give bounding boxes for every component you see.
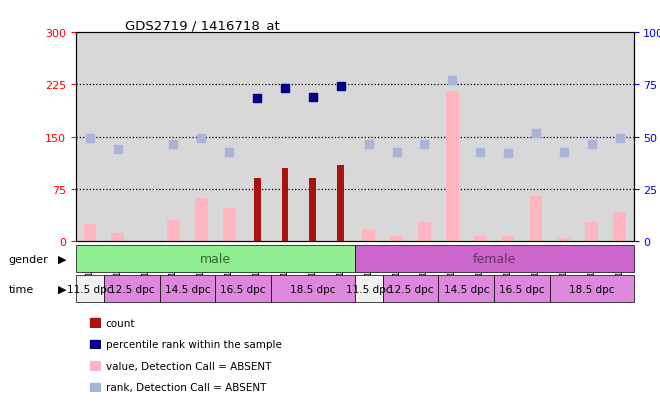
Point bbox=[280, 85, 290, 92]
Point bbox=[531, 131, 541, 137]
Point bbox=[391, 150, 402, 156]
Point bbox=[614, 135, 625, 142]
Bar bbox=[355, 246, 634, 273]
Bar bbox=[383, 275, 438, 302]
Bar bbox=[530, 197, 543, 242]
Bar bbox=[418, 222, 431, 242]
Text: 14.5 dpc: 14.5 dpc bbox=[165, 284, 210, 294]
Bar bbox=[585, 222, 598, 242]
Bar bbox=[474, 236, 486, 242]
Text: percentile rank within the sample: percentile rank within the sample bbox=[106, 339, 281, 349]
Text: 18.5 dpc: 18.5 dpc bbox=[569, 284, 614, 294]
Bar bbox=[90, 319, 100, 327]
Bar bbox=[606, 33, 634, 242]
Bar bbox=[90, 340, 100, 349]
Point bbox=[168, 141, 179, 147]
Text: rank, Detection Call = ABSENT: rank, Detection Call = ABSENT bbox=[106, 382, 266, 392]
Text: 11.5 dpc: 11.5 dpc bbox=[346, 284, 391, 294]
Point bbox=[558, 150, 569, 156]
Point bbox=[335, 84, 346, 90]
Point bbox=[84, 135, 95, 142]
Bar bbox=[578, 33, 606, 242]
Bar bbox=[271, 33, 299, 242]
Point bbox=[308, 95, 318, 101]
Bar bbox=[76, 275, 104, 302]
Bar bbox=[337, 165, 345, 242]
Bar bbox=[253, 179, 261, 242]
Text: value, Detection Call = ABSENT: value, Detection Call = ABSENT bbox=[106, 361, 271, 371]
Bar bbox=[494, 275, 550, 302]
Text: count: count bbox=[106, 318, 135, 328]
Text: 12.5 dpc: 12.5 dpc bbox=[109, 284, 154, 294]
Text: 14.5 dpc: 14.5 dpc bbox=[444, 284, 489, 294]
Bar bbox=[90, 383, 100, 392]
Bar bbox=[76, 246, 355, 273]
Bar bbox=[132, 33, 160, 242]
Text: 12.5 dpc: 12.5 dpc bbox=[388, 284, 433, 294]
Bar bbox=[411, 33, 438, 242]
Bar bbox=[438, 33, 467, 242]
Bar bbox=[215, 33, 244, 242]
Point bbox=[364, 141, 374, 147]
Point bbox=[419, 141, 430, 147]
Bar bbox=[76, 33, 104, 242]
Bar bbox=[522, 33, 550, 242]
Point bbox=[447, 77, 457, 83]
Text: 18.5 dpc: 18.5 dpc bbox=[290, 284, 336, 294]
Bar bbox=[90, 362, 100, 370]
Bar bbox=[84, 224, 96, 242]
Text: 16.5 dpc: 16.5 dpc bbox=[500, 284, 544, 294]
Point bbox=[503, 151, 513, 157]
Bar bbox=[160, 275, 215, 302]
Bar bbox=[160, 33, 187, 242]
Point bbox=[252, 96, 263, 102]
Point bbox=[224, 150, 234, 156]
Text: GDS2719 / 1416718_at: GDS2719 / 1416718_at bbox=[125, 19, 280, 31]
Text: gender: gender bbox=[9, 254, 48, 264]
Bar bbox=[613, 212, 626, 242]
Text: male: male bbox=[200, 253, 231, 266]
Bar bbox=[558, 239, 570, 242]
Bar bbox=[299, 33, 327, 242]
Text: 16.5 dpc: 16.5 dpc bbox=[220, 284, 266, 294]
Bar bbox=[223, 208, 236, 242]
Bar bbox=[355, 33, 383, 242]
Bar bbox=[310, 179, 316, 242]
Point bbox=[475, 150, 486, 156]
Bar bbox=[327, 33, 355, 242]
Point bbox=[587, 141, 597, 147]
Bar bbox=[390, 237, 403, 242]
Text: female: female bbox=[473, 253, 516, 266]
Bar bbox=[438, 275, 494, 302]
Bar bbox=[282, 169, 288, 242]
Text: 11.5 dpc: 11.5 dpc bbox=[67, 284, 113, 294]
Bar bbox=[467, 33, 494, 242]
Bar bbox=[383, 33, 411, 242]
Bar bbox=[167, 221, 180, 242]
Bar bbox=[446, 92, 459, 242]
Bar bbox=[502, 236, 514, 242]
Bar bbox=[112, 233, 124, 242]
Bar bbox=[362, 229, 375, 242]
Point bbox=[112, 147, 123, 153]
Bar bbox=[104, 33, 132, 242]
Text: ▶: ▶ bbox=[59, 254, 67, 264]
Bar bbox=[244, 33, 271, 242]
Bar bbox=[104, 275, 160, 302]
Bar bbox=[550, 33, 578, 242]
Bar bbox=[550, 275, 634, 302]
Bar bbox=[195, 199, 208, 242]
Bar bbox=[494, 33, 522, 242]
Bar bbox=[187, 33, 215, 242]
Point bbox=[196, 135, 207, 142]
Bar bbox=[271, 275, 355, 302]
Bar bbox=[355, 275, 383, 302]
Text: ▶: ▶ bbox=[59, 284, 67, 294]
Text: time: time bbox=[9, 284, 34, 294]
Bar bbox=[215, 275, 271, 302]
